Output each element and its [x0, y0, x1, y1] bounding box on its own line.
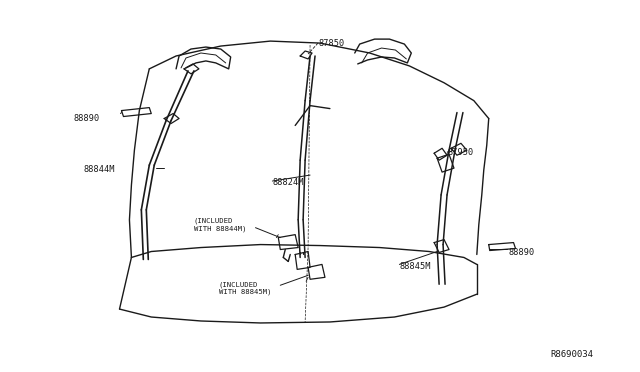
- Text: 88890: 88890: [509, 247, 535, 257]
- Text: 88845M: 88845M: [399, 262, 431, 272]
- Text: 88824M: 88824M: [273, 178, 304, 187]
- Text: (INCLUDED
WITH 88844M): (INCLUDED WITH 88844M): [194, 218, 246, 232]
- Text: 87950: 87950: [447, 148, 474, 157]
- Text: 87850: 87850: [318, 39, 344, 48]
- Text: (INCLUDED
WITH 88845M): (INCLUDED WITH 88845M): [219, 281, 271, 295]
- Text: R8690034: R8690034: [550, 350, 593, 359]
- Text: 88844M: 88844M: [84, 165, 115, 174]
- Text: 88890: 88890: [74, 113, 100, 122]
